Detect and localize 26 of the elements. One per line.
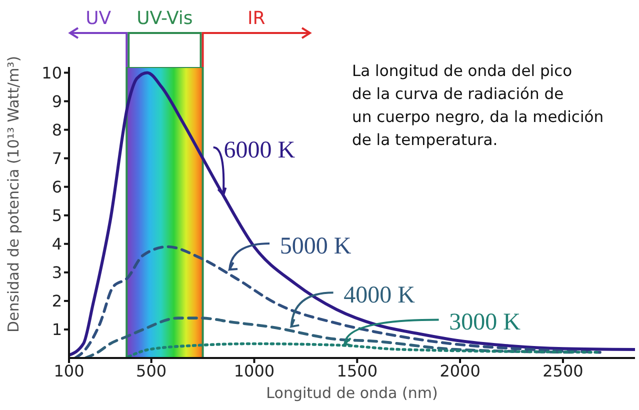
y-tick-label: 9 xyxy=(52,92,62,111)
y-tick-label: 10 xyxy=(42,63,62,82)
x-tick-label: 1500 xyxy=(336,361,378,380)
y-tick-label: 3 xyxy=(52,263,62,282)
annotation: 4000 K xyxy=(344,282,416,309)
annotation: 3000 K xyxy=(449,310,522,336)
annotation: 6000 K xyxy=(224,137,296,164)
y-tick-label: 8 xyxy=(52,120,62,140)
y-tick-label: 6 xyxy=(52,178,62,197)
x-tick-label: 100 xyxy=(54,361,84,380)
y-tick-label: 5 xyxy=(52,206,62,226)
x-axis-title: Longitud de onda (nm) xyxy=(266,384,438,402)
x-tick-label: 2000 xyxy=(440,361,480,380)
y-axis-title: Densidad de potencia (10¹³ Watt/m³) xyxy=(4,56,22,332)
text: IR xyxy=(247,8,266,29)
annotation: La longitud de onda del pico de la curva de radiación de un cuerpo negro, da la medición de la temperatura. xyxy=(352,62,604,149)
band-label: UV-Vis xyxy=(136,8,193,29)
text: UV xyxy=(86,8,112,29)
annotation: 5000 K xyxy=(280,234,352,260)
y-tick-label: 2 xyxy=(52,292,62,311)
y-tick-label: 4 xyxy=(52,234,62,254)
x-tick-label: 2500 xyxy=(542,361,584,380)
y-tick-label: 7 xyxy=(52,148,62,168)
x-tick-label: 1000 xyxy=(234,361,275,380)
x-tick-label: 500 xyxy=(136,361,167,380)
y-tick-label: 1 xyxy=(52,320,62,340)
